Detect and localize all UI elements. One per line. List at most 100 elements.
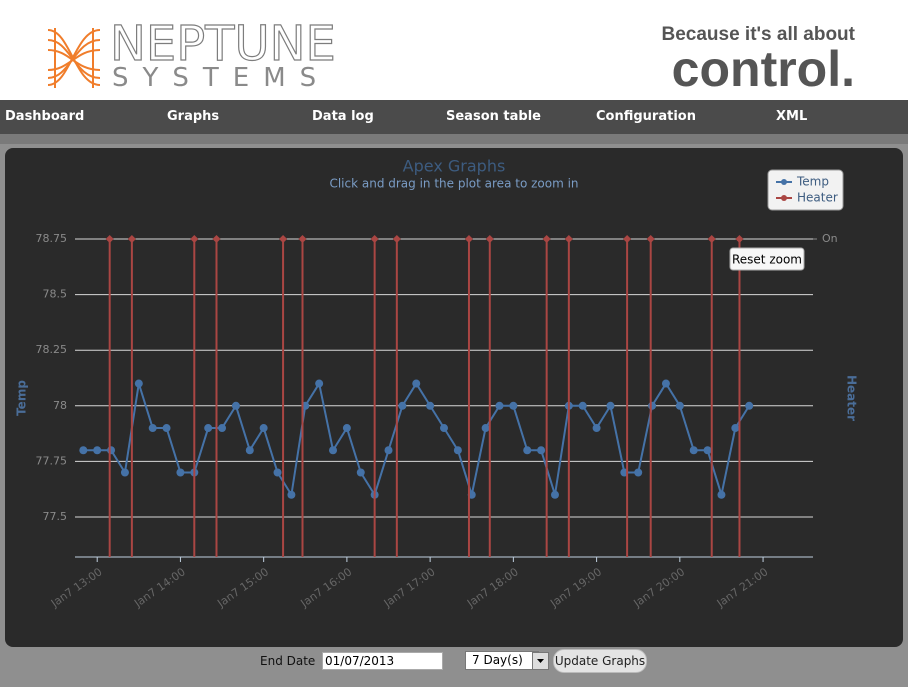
chart: Apex Graphs Click and drag in the plot a… xyxy=(15,157,859,611)
temp-point xyxy=(537,446,546,455)
temp-point xyxy=(689,446,698,455)
arrow-icon xyxy=(537,659,544,663)
y2-axis-title: Heater xyxy=(845,375,859,421)
nav-item[interactable]: XML xyxy=(776,109,808,124)
temp-point xyxy=(745,401,754,410)
heater-marker xyxy=(392,235,401,243)
temp-point xyxy=(120,468,129,477)
y-axis-title: Temp xyxy=(15,380,29,416)
temp-point xyxy=(329,446,338,455)
y2-tick-label: On xyxy=(822,232,838,245)
legend-marker xyxy=(781,195,787,201)
heater-marker xyxy=(190,235,199,243)
logo-name: NEPTUNE xyxy=(110,16,336,72)
reset-zoom-label: Reset zoom xyxy=(732,253,802,267)
temp-point xyxy=(93,446,102,455)
nav-item[interactable]: Dashboard xyxy=(5,109,85,124)
logo-sub: SYSTEMS xyxy=(112,63,330,93)
temp-point xyxy=(481,424,490,433)
heater-marker xyxy=(464,235,473,243)
temp-point xyxy=(717,490,726,499)
temp-point xyxy=(259,424,268,433)
heater-marker xyxy=(127,235,136,243)
x-tick-label: Jan7 17:00 xyxy=(381,565,438,610)
slogan-bottom: control. xyxy=(672,41,855,97)
reset-zoom-box xyxy=(729,247,805,271)
temp-point xyxy=(509,401,518,410)
nav-item[interactable]: Graphs xyxy=(167,109,220,124)
temp-line xyxy=(83,380,751,499)
temp-point xyxy=(453,446,462,455)
temp-point xyxy=(176,468,185,477)
logo-icon xyxy=(47,28,101,88)
range-select[interactable]: 7 Day(s) xyxy=(465,651,539,670)
header: NEPTUNE SYSTEMS Because it's all about c… xyxy=(0,0,908,100)
update-button[interactable]: Update Graphs xyxy=(553,649,647,673)
temp-point xyxy=(231,401,240,410)
y-tick-label: 78 xyxy=(53,399,67,412)
y-tick-label: 78.5 xyxy=(43,288,68,301)
temp-point xyxy=(578,401,587,410)
x-tick-label: Jan7 14:00 xyxy=(131,565,188,610)
temp-point xyxy=(315,379,324,388)
temp-point xyxy=(218,424,227,433)
temp-point xyxy=(148,424,157,433)
heater-marker xyxy=(564,235,573,243)
temp-point xyxy=(342,424,351,433)
temp-point xyxy=(107,446,116,455)
nav-bar: Dashboard Graphs Data log Season table C… xyxy=(0,100,908,134)
heater-marker xyxy=(542,235,551,243)
end-date-input[interactable]: 01/07/2013 xyxy=(322,652,443,670)
reset-zoom-button[interactable]: Reset zoom xyxy=(729,247,805,271)
temp-point xyxy=(440,424,448,433)
heater-marker xyxy=(623,235,632,243)
heater-marker xyxy=(485,235,494,243)
heater-marker xyxy=(298,235,307,243)
x-tick-label: Jan7 18:00 xyxy=(464,565,521,610)
chart-subtitle: Click and drag in the plot area to zoom … xyxy=(329,177,578,191)
legend-marker xyxy=(781,179,787,185)
temp-point xyxy=(523,446,532,455)
temp-point xyxy=(356,468,365,477)
nav-item[interactable]: Configuration xyxy=(596,109,696,124)
chart-panel: Apex Graphs Click and drag in the plot a… xyxy=(5,148,903,647)
y-tick-label: 77.75 xyxy=(36,454,68,467)
temp-point xyxy=(287,490,296,499)
temp-point xyxy=(412,379,421,388)
temp-point xyxy=(495,401,504,410)
temp-point xyxy=(134,379,143,388)
select-arrow[interactable] xyxy=(532,652,549,670)
temp-point xyxy=(661,379,670,388)
temp-point xyxy=(703,446,712,455)
nav-item[interactable]: Data log xyxy=(312,109,374,124)
nav-item[interactable]: Season table xyxy=(446,109,541,124)
chart-title: Apex Graphs xyxy=(403,157,506,176)
x-tick-label: Jan7 20:00 xyxy=(631,565,688,610)
temp-point xyxy=(245,446,254,455)
nav-shadow xyxy=(0,134,908,144)
temp-point xyxy=(592,424,601,433)
heater-marker xyxy=(279,235,288,243)
temp-point xyxy=(675,401,684,410)
x-tick-label: Jan7 16:00 xyxy=(298,565,355,610)
heater-marker xyxy=(646,235,655,243)
heater-marker xyxy=(707,235,716,243)
temp-point xyxy=(550,490,559,499)
x-tick-label: Jan7 21:00 xyxy=(714,565,771,610)
y-tick-label: 78.75 xyxy=(36,232,68,245)
logo: NEPTUNE SYSTEMS Because it's all about c… xyxy=(47,15,856,97)
heater-marker xyxy=(105,235,114,243)
x-tick-label: Jan7 13:00 xyxy=(48,565,105,610)
temp-point xyxy=(204,424,213,433)
temp-point xyxy=(426,401,435,410)
y-tick-label: 78.25 xyxy=(36,343,68,356)
temp-point xyxy=(398,401,407,410)
x-tick-label: Jan7 15:00 xyxy=(214,565,271,610)
end-date-label: End Date xyxy=(260,654,316,668)
x-tick-label: Jan7 19:00 xyxy=(547,565,604,610)
heater-marker xyxy=(735,235,744,243)
temp-point xyxy=(384,446,393,455)
slogan-top: Because it's all about xyxy=(661,24,855,45)
temp-point xyxy=(606,401,615,410)
